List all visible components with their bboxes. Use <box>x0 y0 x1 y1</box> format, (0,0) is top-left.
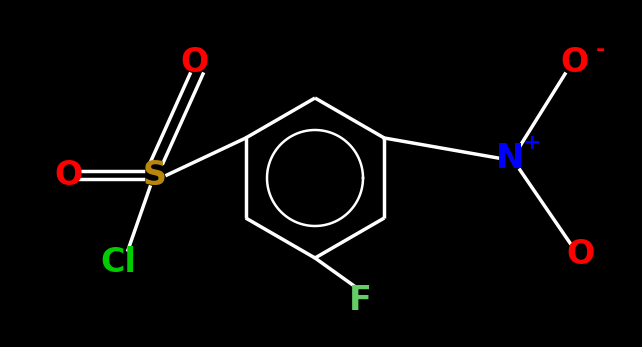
Text: Cl: Cl <box>100 245 136 279</box>
Text: N: N <box>496 142 524 175</box>
Text: S: S <box>143 159 167 192</box>
Text: O: O <box>566 238 594 271</box>
Text: O: O <box>181 45 209 78</box>
Text: F: F <box>349 283 372 316</box>
Text: O: O <box>54 159 82 192</box>
Text: O: O <box>561 45 589 78</box>
Text: +: + <box>523 133 541 153</box>
Text: -: - <box>595 40 605 60</box>
